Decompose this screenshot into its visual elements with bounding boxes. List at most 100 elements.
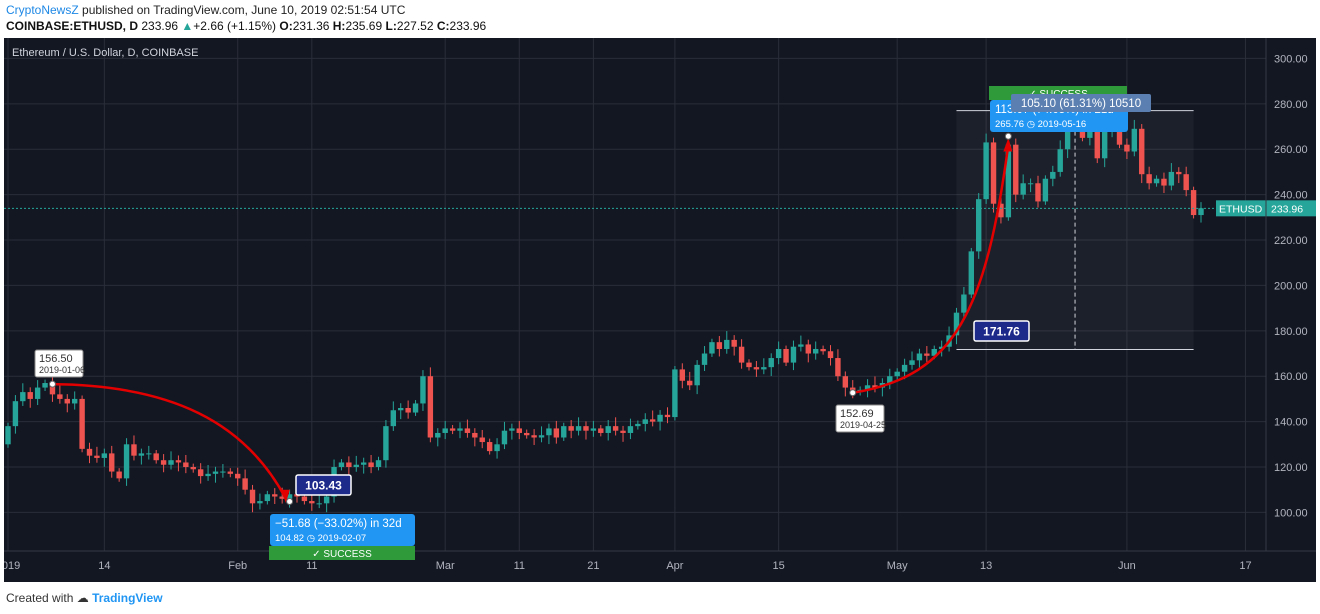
candle-body [264, 494, 271, 502]
candle-body [524, 432, 530, 436]
candle-body [731, 339, 737, 347]
candle-body [1087, 126, 1093, 138]
tradingview-cloud-icon: ☁ [76, 591, 89, 605]
candle-body [620, 430, 626, 433]
mid-low-label-box [835, 404, 885, 433]
y-tick-label: 100.00 [1274, 507, 1308, 519]
candle-body [531, 435, 537, 438]
y-tick-label: 240.00 [1274, 190, 1308, 202]
candle-body [279, 496, 285, 499]
candle-body [1161, 178, 1167, 186]
candle-body [79, 398, 85, 449]
candle-body [20, 392, 26, 402]
candle-body [709, 342, 715, 354]
mid-low-label-date: 2019-04-25 [840, 420, 886, 430]
up-arrow-icon: ▲ [181, 19, 194, 33]
x-tick-label: 11 [514, 560, 525, 572]
candle-body [249, 489, 256, 504]
y-tick-label: 300.00 [1274, 53, 1308, 65]
candle-body [464, 428, 471, 433]
candle-body [494, 444, 500, 452]
candle-body [909, 360, 915, 365]
candle-body [1198, 208, 1204, 216]
candle-body [827, 351, 834, 359]
candle-body [775, 348, 782, 359]
decline-arrowhead [280, 489, 290, 503]
x-tick-label: Feb [228, 560, 247, 572]
candle-body [1057, 149, 1063, 172]
left-change-label-box [270, 514, 415, 546]
candle-body [864, 385, 871, 390]
candle-body [94, 455, 100, 458]
candle-body [190, 467, 196, 470]
candle-body [220, 471, 226, 473]
candle-body [953, 312, 960, 336]
candle-body [338, 462, 345, 468]
candle-body [64, 398, 70, 404]
candle-body [990, 142, 997, 204]
x-tick-label: Mar [436, 560, 455, 572]
candle-body [212, 471, 219, 474]
candle-body [798, 344, 804, 347]
symbol: COINBASE:ETHUSD, D [6, 19, 139, 33]
candle-body [427, 376, 434, 438]
candle-body [1035, 183, 1041, 202]
publish-info: CryptoNewsZ published on TradingView.com… [6, 3, 405, 17]
high-label: H: [332, 19, 346, 33]
candle-body [479, 437, 485, 443]
candle-body [1176, 171, 1182, 175]
right-change-label-detail: 265.76 ◷ 2019-05-16 [995, 119, 1086, 130]
candle-body [442, 428, 448, 433]
candle-body [146, 453, 152, 455]
decline-arrow [52, 382, 287, 500]
candle-body [346, 462, 352, 468]
chart-title: Ethereum / U.S. Dollar, D, COINBASE [12, 47, 198, 59]
candle-body [412, 403, 419, 413]
candle-body [753, 367, 760, 370]
candle-body [1005, 144, 1012, 218]
price-chart[interactable]: ETHUSD 233.96 300.00 280.00 260.00 240.00 220.… [0, 38, 1316, 582]
y-tick-label: 200.00 [1274, 280, 1308, 292]
change-value: +2.66 (+1.15%) [193, 19, 277, 33]
candle-body [664, 414, 671, 418]
candle-body [420, 376, 426, 404]
y-tick-label: 280.00 [1274, 99, 1308, 111]
candle-body [687, 380, 693, 386]
candle-body [1013, 144, 1019, 195]
candle-body [286, 494, 293, 499]
left-change-label-detail: 104.82 ◷ 2019-02-07 [275, 533, 366, 544]
candle-body [472, 432, 478, 438]
candle-body [583, 426, 589, 431]
x-tick-label: 15 [773, 560, 785, 572]
candle-body [605, 426, 611, 433]
candle-body [1124, 144, 1130, 152]
tradingview-link[interactable]: TradingView [92, 591, 163, 605]
candle-body [805, 344, 811, 354]
open-value: 231.36 [292, 19, 330, 33]
candle-body [724, 339, 730, 349]
candle-body [553, 428, 560, 438]
candle-body [71, 398, 78, 404]
candle-body [131, 444, 137, 456]
candle-body [323, 496, 330, 504]
candle-body [1168, 171, 1175, 186]
left-target-label-box [295, 474, 352, 496]
candle-body [49, 383, 56, 395]
x-tick-label: 14 [98, 560, 110, 572]
publisher-link[interactable]: CryptoNewsZ [6, 3, 79, 17]
range-label-box [1011, 94, 1151, 112]
candle-body [768, 358, 774, 368]
candle-body [657, 414, 663, 422]
open-label: O: [279, 19, 293, 33]
point-marker [1004, 132, 1012, 140]
candle-body [109, 453, 115, 472]
chart-panel[interactable]: ETHUSD 233.96 300.00 280.00 260.00 240.00 220.… [0, 38, 1316, 582]
rally-arrowhead [1003, 137, 1013, 152]
candle-body [183, 462, 189, 468]
left-high-label-date: 2019-01-06 [39, 365, 85, 375]
close-value: 233.96 [449, 19, 487, 33]
candle-body [272, 494, 278, 497]
rally-arrow [852, 144, 1010, 395]
left-high-label-price: 156.50 [39, 353, 73, 365]
candle-body [590, 428, 597, 431]
